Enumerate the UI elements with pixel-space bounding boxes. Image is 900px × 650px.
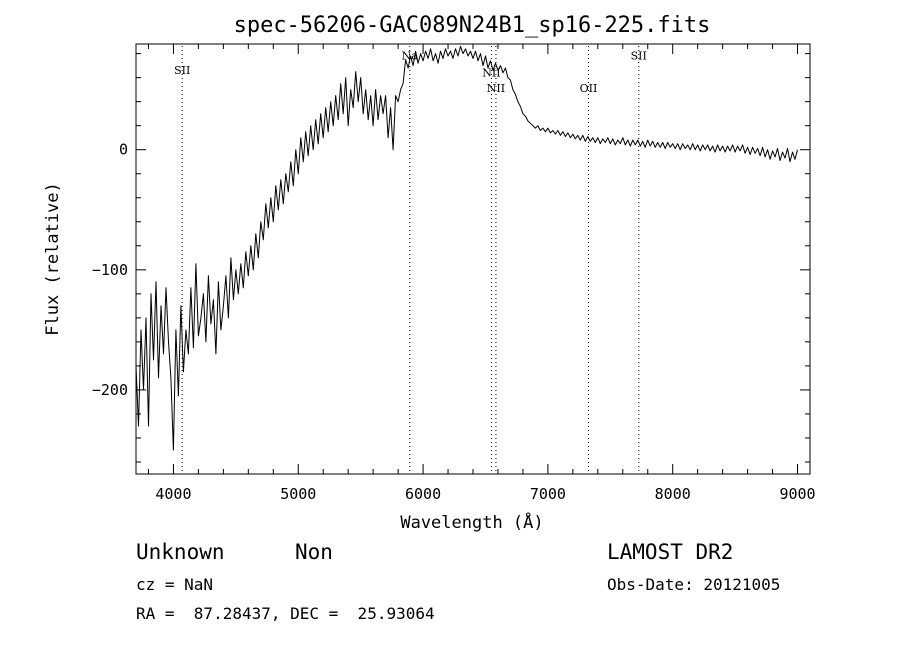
classification-label: Unknown (136, 540, 225, 564)
reference-line-label: SII (174, 64, 190, 77)
y-tick-label: −100 (92, 261, 128, 279)
survey-label: LAMOST DR2 (607, 540, 734, 564)
x-tick-label: 6000 (405, 485, 441, 503)
y-tick-label: −200 (92, 381, 128, 399)
x-tick-label: 9000 (779, 485, 815, 503)
reference-line-label: OII (580, 82, 598, 95)
chart-title: spec-56206-GAC089N24B1_sp16-225.fits (234, 13, 711, 38)
reference-line-label: NII (482, 66, 500, 79)
y-axis-label: Flux (relative) (43, 182, 63, 336)
reference-line-label: SII (631, 50, 647, 63)
redshift-label: cz = NaN (136, 575, 214, 594)
spectrum-line (135, 45, 798, 451)
subclass-label: Non (295, 540, 333, 564)
y-tick-labels: −200 −100 0 (92, 141, 128, 399)
reference-line-label: NII (487, 82, 505, 95)
x-tick-label: 8000 (655, 485, 691, 503)
x-tick-label: 7000 (530, 485, 566, 503)
coordinates-label: RA = 87.28437, DEC = 25.93064 (136, 604, 435, 623)
plot-frame (135, 43, 811, 475)
obs-date-label: Obs-Date: 20121005 (607, 575, 781, 594)
x-tick-label: 4000 (155, 485, 191, 503)
series-group (135, 45, 798, 451)
y-tick-label: 0 (119, 141, 128, 159)
x-tick-labels: 4000 5000 6000 7000 8000 9000 (155, 485, 815, 503)
axis-ticks (136, 44, 810, 474)
x-axis-label: Wavelength (Å) (400, 511, 543, 533)
x-tick-label: 5000 (280, 485, 316, 503)
